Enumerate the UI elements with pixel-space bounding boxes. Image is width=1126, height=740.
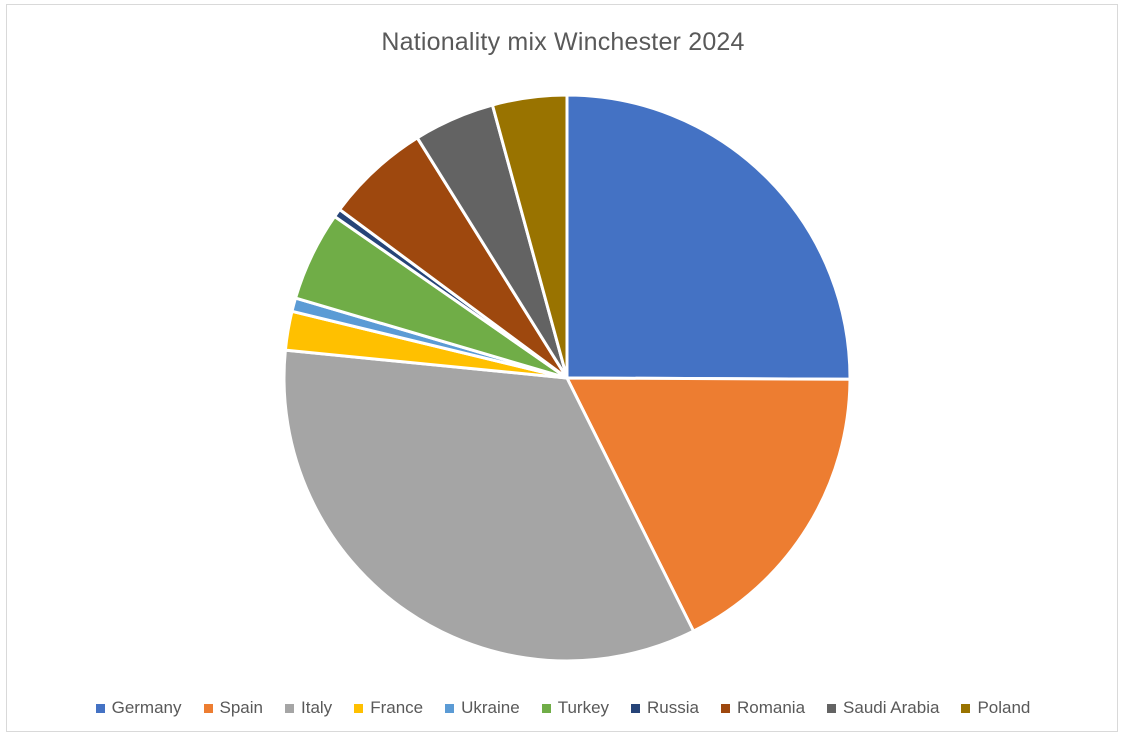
legend-swatch	[961, 703, 971, 713]
legend-item-germany: Germany	[95, 698, 182, 718]
legend-item-spain: Spain	[203, 698, 263, 718]
legend-swatch	[203, 703, 213, 713]
legend-label: Spain	[219, 698, 263, 717]
legend-swatch	[285, 703, 294, 713]
legend-item-russia: Russia	[631, 698, 699, 718]
legend-item-poland: Poland	[961, 698, 1030, 718]
legend-swatch	[445, 703, 455, 713]
legend-label: France	[370, 698, 424, 717]
legend-item-romania: Romania	[721, 698, 805, 718]
legend-swatch	[631, 703, 641, 713]
legend-item-ukraine: Ukraine	[445, 698, 520, 718]
legend-label: Ukraine	[461, 698, 520, 717]
legend-label: Poland	[977, 698, 1031, 717]
pie-slice-germany	[565, 93, 852, 381]
chart-title: Nationality mix Winchester 2024	[381, 28, 745, 56]
legend-label: Italy	[301, 698, 333, 717]
legend-swatch	[827, 703, 837, 713]
legend-label: Romania	[737, 698, 806, 717]
legend-item-italy: Italy	[285, 698, 332, 718]
pie-slice-poland	[490, 93, 569, 380]
legend-swatch	[541, 703, 551, 713]
legend-label: Germany	[111, 698, 182, 717]
legend-item-saudi-arabia: Saudi Arabia	[827, 698, 939, 718]
legend-swatch	[721, 703, 730, 713]
legend-label: Russia	[647, 698, 699, 717]
pie-slice-spain	[565, 376, 852, 633]
legend-item-turkey: Turkey	[541, 698, 610, 718]
chart-legend: Germany Spain Italy France Ukraine Turkey Russ…	[0, 698, 1126, 718]
legend-swatch	[95, 703, 105, 713]
pie-slice-italy	[282, 348, 696, 663]
legend-swatch	[354, 703, 364, 713]
legend-label: Saudi Arabia	[843, 698, 940, 717]
legend-label: Turkey	[557, 698, 610, 717]
legend-item-france: France	[354, 698, 423, 718]
